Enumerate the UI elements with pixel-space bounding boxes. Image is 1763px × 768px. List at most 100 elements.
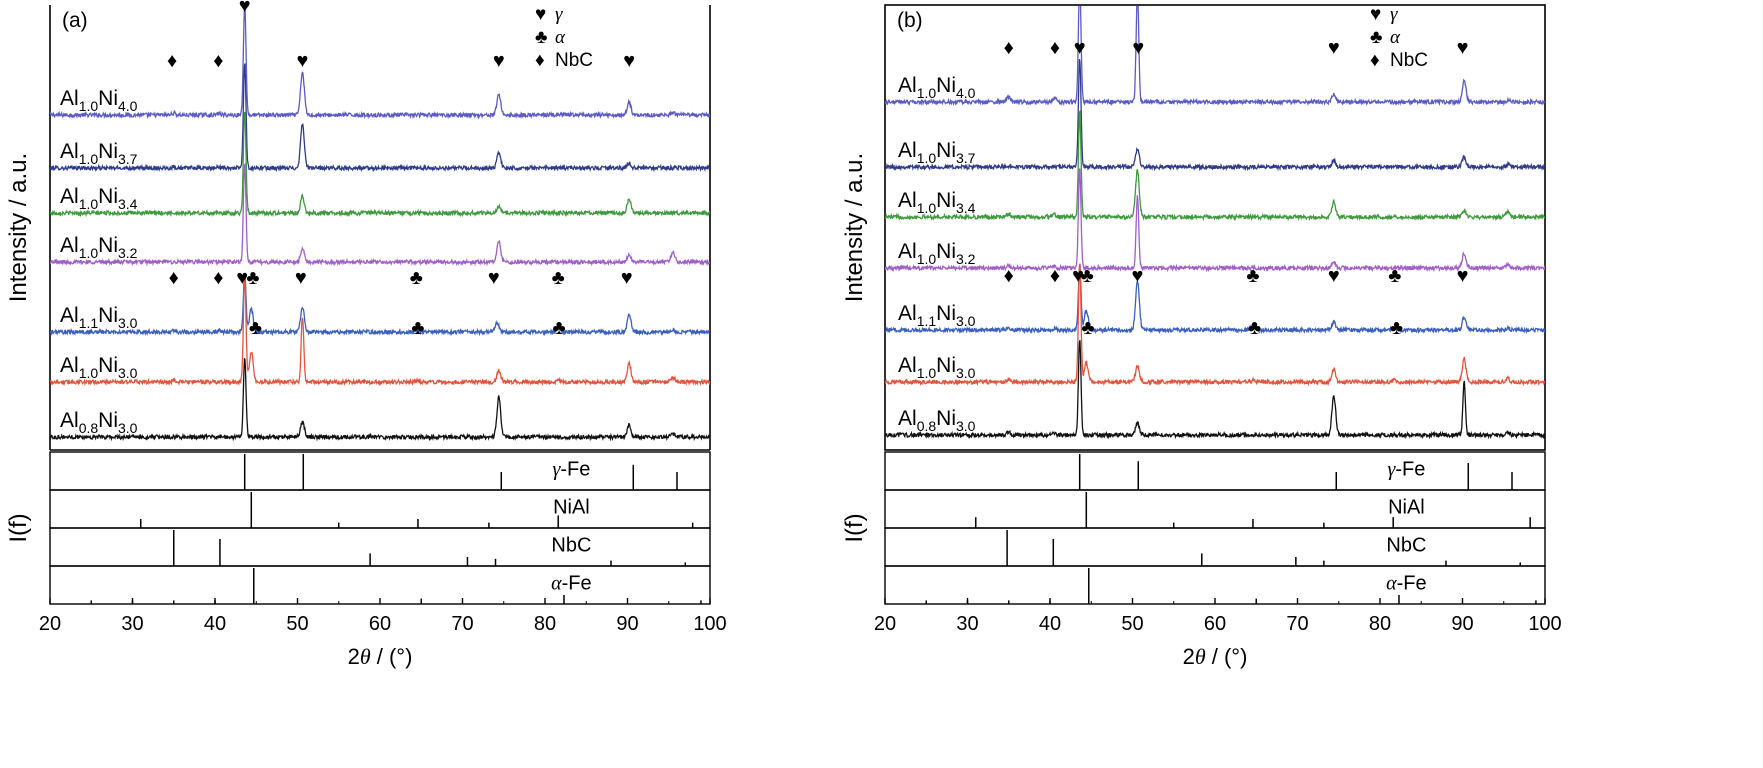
x-tick-label: 80	[1369, 613, 1391, 635]
traces	[50, 6, 710, 442]
series-line	[50, 63, 710, 173]
legend-label: α	[555, 27, 566, 48]
phase-marker: ♦	[1004, 37, 1014, 59]
phase-marker: ♣	[249, 317, 262, 339]
reference-label: γ-Fe	[552, 459, 590, 481]
phase-marker: ♦	[1050, 37, 1060, 59]
reference-box	[49, 489, 711, 529]
series-line	[885, 168, 1545, 273]
phase-marker: ♥	[1132, 37, 1144, 59]
reference-label: α-Fe	[551, 573, 592, 595]
reference-box	[884, 451, 1546, 491]
panel-a: Al1.0Ni4.0 Al1.0Ni3.7 Al1.0Ni3.4 Al1.0Ni3.2…	[5, 0, 727, 669]
reference-label: γ-Fe	[1387, 459, 1425, 481]
legend-symbol: ♥	[1370, 4, 1381, 25]
reference-label: α-Fe	[1386, 573, 1427, 595]
phase-marker: ♣	[552, 267, 565, 289]
series-label: Al1.0Ni3.4	[898, 189, 976, 216]
panel-label: (b)	[897, 9, 923, 32]
series-line	[50, 358, 710, 442]
phase-marker: ♥	[621, 267, 633, 289]
phase-marker: ♥	[1328, 265, 1340, 287]
x-tick-label: 90	[616, 613, 638, 635]
phase-marker: ♣	[1390, 317, 1403, 339]
phase-marker: ♣	[1388, 265, 1401, 287]
series-line	[885, 110, 1545, 222]
legend-label: NbC	[555, 50, 593, 71]
series-line	[885, 59, 1545, 172]
series-label: Al1.0Ni3.0	[60, 354, 138, 381]
panel-b: Al1.0Ni4.0 Al1.0Ni3.7 Al1.0Ni3.4 Al1.0Ni3.2…	[841, 4, 1562, 669]
series-label: Al1.0Ni3.0	[898, 354, 976, 381]
phase-marker: ♣	[552, 317, 565, 339]
phase-marker: ♥	[1072, 265, 1084, 287]
series-label: Al1.1Ni3.0	[60, 304, 138, 331]
series-label: Al1.0Ni4.0	[60, 87, 138, 114]
phase-marker: ♣	[1248, 317, 1261, 339]
series-label: Al1.0Ni3.2	[898, 240, 976, 267]
y-axis-label: Intensity / a.u.	[841, 153, 868, 302]
panel-label: (a)	[62, 9, 88, 32]
series-label: Al1.0Ni3.7	[60, 140, 138, 167]
series-line	[885, 6, 1545, 107]
series-line	[50, 275, 710, 387]
series-label: Al1.1Ni3.0	[898, 302, 976, 329]
phase-marker: ♥	[1074, 37, 1086, 59]
legend-symbol: ♦	[535, 50, 545, 71]
x-tick-label: 50	[1121, 613, 1143, 635]
legend-symbol: ♥	[535, 4, 546, 25]
phase-marker: ♦	[167, 50, 177, 72]
phase-marker: ♥	[239, 0, 251, 17]
x-tick-label: 20	[39, 613, 61, 635]
x-tick-label: 100	[1528, 613, 1561, 635]
y-axis-label: Intensity / a.u.	[5, 153, 32, 302]
x-tick-label: 30	[956, 613, 978, 635]
x-axis-label: 2θ / (°)	[348, 644, 413, 669]
x-tick-label: 40	[204, 613, 226, 635]
series-label: Al1.0Ni3.2	[60, 234, 138, 261]
traces	[885, 6, 1545, 440]
phase-marker: ♦	[1004, 265, 1014, 287]
phase-marker: ♥	[236, 267, 248, 289]
phase-marker: ♥	[1457, 37, 1469, 59]
phase-marker: ♥	[1328, 37, 1340, 59]
series-line	[885, 264, 1545, 387]
legend-label: NbC	[1390, 50, 1428, 71]
plot-frame	[884, 4, 1546, 451]
reference-label: NiAl	[1388, 497, 1425, 519]
reference-label: NbC	[551, 535, 591, 557]
x-tick-label: 40	[1039, 613, 1061, 635]
x-axis-label: 2θ / (°)	[1183, 644, 1248, 669]
reference-box	[884, 489, 1546, 529]
phase-marker: ♥	[297, 50, 309, 72]
legend-label: α	[1390, 27, 1401, 48]
phase-marker: ♣	[246, 267, 259, 289]
reference-y-label: I(f)	[841, 513, 868, 542]
x-tick-label: 20	[874, 613, 896, 635]
phase-marker: ♥	[493, 50, 505, 72]
phase-marker: ♦	[213, 50, 223, 72]
reference-label: NbC	[1386, 535, 1426, 557]
series-line	[50, 162, 710, 267]
phase-marker: ♣	[411, 317, 424, 339]
x-tick-label: 50	[286, 613, 308, 635]
phase-marker: ♦	[213, 267, 223, 289]
x-tick-label: 30	[121, 613, 143, 635]
x-tick-label: 60	[1204, 613, 1226, 635]
reference-box	[49, 451, 711, 491]
phase-marker: ♣	[1246, 265, 1259, 287]
series-label: Al1.0Ni3.7	[898, 139, 976, 166]
reference-label: NiAl	[553, 497, 590, 519]
phase-marker: ♥	[1132, 265, 1144, 287]
phase-marker: ♥	[488, 267, 500, 289]
phase-marker: ♣	[1081, 265, 1094, 287]
legend-symbol: ♣	[535, 27, 547, 48]
x-tick-label: 60	[369, 613, 391, 635]
legend-label: γ	[555, 4, 563, 25]
series-label: Al1.0Ni4.0	[898, 74, 976, 101]
phase-marker: ♣	[1081, 317, 1094, 339]
reference-box	[884, 527, 1546, 567]
series-line	[885, 340, 1545, 440]
legend-label: γ	[1390, 4, 1398, 25]
